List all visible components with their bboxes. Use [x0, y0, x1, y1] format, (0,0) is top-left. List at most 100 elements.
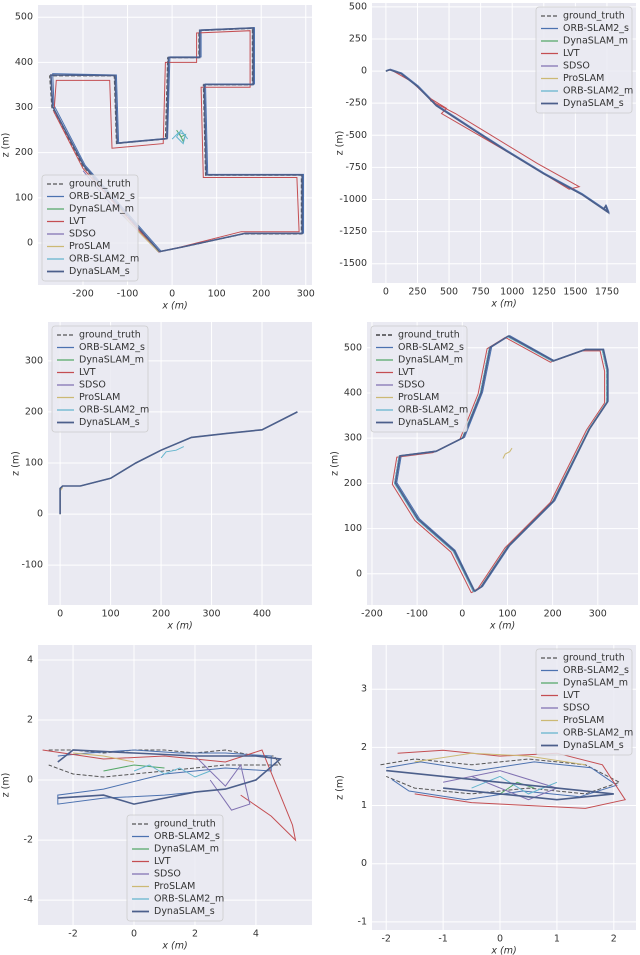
x-tick-label: 0	[57, 609, 63, 620]
y-tick-label: 0	[361, 858, 367, 869]
legend-label: ORB-SLAM2_m	[563, 728, 633, 739]
legend-label: SDSO	[563, 61, 590, 72]
y-axis-label: z (m)	[11, 451, 22, 476]
trajectory	[103, 764, 165, 772]
legend-label: ground_truth	[69, 179, 131, 190]
y-tick-label: -100	[21, 560, 43, 571]
legend-label: ProSLAM	[69, 241, 110, 252]
legend-label: DynaSLAM_s	[398, 417, 459, 428]
y-tick-label: 500	[349, 1, 367, 12]
legend-label: ProSLAM	[154, 881, 195, 892]
y-tick-label: -1500	[339, 258, 367, 269]
trajectory	[42, 749, 297, 842]
trajectory	[57, 749, 272, 805]
legend-label: ProSLAM	[563, 73, 604, 84]
x-tick-label: 1000	[500, 287, 524, 298]
legend-label: ORB-SLAM2_s	[79, 342, 145, 353]
legend-box	[41, 174, 139, 282]
y-tick-label: 100	[344, 523, 362, 534]
y-tick-label: 2	[27, 715, 33, 726]
legend-label: SDSO	[154, 869, 181, 880]
x-tick-label: 1500	[563, 287, 587, 298]
legend-label: LVT	[398, 367, 415, 378]
x-tick-label: 750	[472, 287, 490, 298]
x-tick-label: 4	[253, 929, 259, 940]
legend-label: ORB-SLAM2_m	[398, 405, 468, 416]
legend-box	[51, 325, 149, 433]
legend-label: ORB-SLAM2_s	[154, 831, 220, 842]
y-tick-label: 1	[361, 800, 367, 811]
legend-label: ground_truth	[398, 330, 460, 341]
legend-label: ground_truth	[79, 330, 141, 341]
legend-label: DynaSLAM_s	[563, 740, 624, 751]
x-tick-label: 0	[497, 934, 503, 945]
x-axis-label: x (m)	[489, 621, 515, 632]
legend-label: ProSLAM	[398, 392, 439, 403]
y-tick-label: 300	[25, 355, 43, 366]
y-axis-label: z (m)	[1, 773, 12, 798]
legend-label: DynaSLAM_m	[154, 844, 219, 855]
y-tick-label: 100	[15, 192, 33, 203]
legend-label: ORB-SLAM2_s	[563, 23, 629, 34]
legend-label: DynaSLAM_s	[69, 266, 130, 277]
legend-label: DynaSLAM_m	[79, 355, 144, 366]
series-layer	[385, 68, 610, 215]
x-tick-label: 0	[383, 287, 389, 298]
legend-label: ORB-SLAM2_s	[563, 665, 629, 676]
x-tick-label: 250	[408, 287, 426, 298]
legend-label: LVT	[69, 216, 86, 227]
trajectory	[414, 752, 586, 766]
trajectory	[57, 749, 283, 805]
panel: -200 -100 0 100 200 300 0 100 200 300 400 500 x (m) z…	[1, 5, 315, 312]
legend-label: ORB-SLAM2_m	[563, 86, 633, 97]
y-tick-label: -500	[345, 130, 367, 141]
legend-box	[535, 6, 633, 114]
y-tick-label: 300	[15, 102, 33, 113]
x-axis-label: x (m)	[161, 941, 187, 952]
y-tick-label: 4	[27, 655, 33, 666]
trajectory	[73, 752, 135, 763]
y-tick-label: 0	[27, 775, 33, 786]
series-layer	[59, 411, 298, 515]
y-tick-label: 500	[15, 12, 33, 23]
trajectory	[380, 758, 621, 795]
legend-label: LVT	[563, 690, 580, 701]
legend-label: ORB-SLAM2_s	[69, 191, 135, 202]
y-axis-label: z (m)	[1, 133, 12, 158]
y-tick-label: 100	[25, 457, 43, 468]
x-tick-label: 200	[152, 609, 170, 620]
y-tick-label: 0	[27, 238, 33, 249]
legend-label: DynaSLAM_m	[398, 355, 463, 366]
legend-label: ORB-SLAM2_m	[154, 894, 224, 905]
x-tick-label: 0	[459, 609, 465, 620]
x-tick-label: 0	[169, 289, 175, 300]
x-tick-label: 1	[554, 934, 560, 945]
x-tick-label: 100	[498, 609, 516, 620]
trajectory	[133, 764, 211, 778]
y-tick-label: 3	[361, 684, 367, 695]
x-tick-label: -200	[361, 609, 383, 620]
legend-label: DynaSLAM_s	[154, 906, 215, 917]
legend-label: ground_truth	[563, 653, 625, 664]
legend-label: ORB-SLAM2_s	[398, 342, 464, 353]
x-tick-label: 2	[611, 934, 617, 945]
legend-box	[535, 648, 633, 756]
legend-label: ORB-SLAM2_m	[69, 254, 139, 265]
panel: 0 250 500 750 1000 1250 1500 1750 500 250 0 -250 -50…	[335, 1, 636, 310]
x-tick-label: 2	[192, 929, 198, 940]
legend-label: DynaSLAM_m	[563, 36, 628, 47]
x-tick-label: -100	[406, 609, 428, 620]
x-tick-label: -2	[68, 929, 77, 940]
y-tick-label: 0	[361, 66, 367, 77]
y-tick-label: -1250	[339, 226, 367, 237]
trajectory	[394, 335, 609, 593]
panel: 0 100 200 300 400 -100 0 100 200 300 x (m) z (m) gro…	[11, 322, 312, 632]
x-axis-label: x (m)	[166, 621, 192, 632]
trajectory	[59, 411, 298, 515]
y-tick-label: -1	[358, 916, 367, 927]
y-axis-label: z (m)	[330, 451, 341, 476]
